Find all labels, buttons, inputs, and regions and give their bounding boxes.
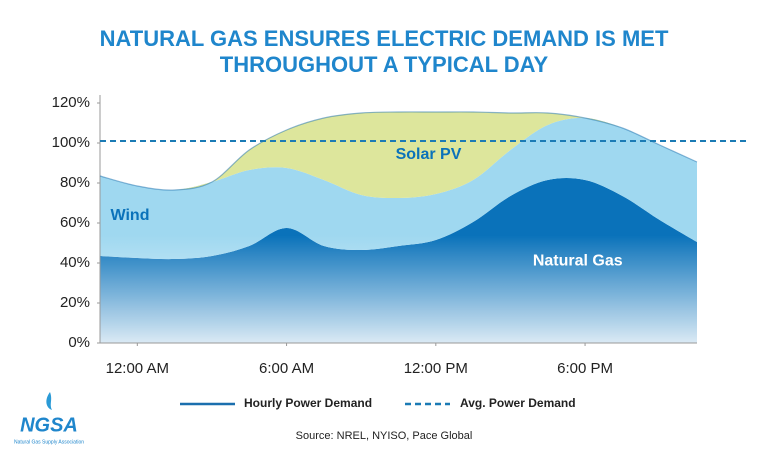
logo-subtitle: Natural Gas Supply Association bbox=[14, 439, 84, 445]
logo-flame bbox=[46, 392, 52, 410]
x-tick-label: 6:00 PM bbox=[557, 360, 613, 377]
fade-overlay bbox=[100, 103, 697, 343]
chart-title: NATURAL GAS ENSURES ELECTRIC DEMAND IS M… bbox=[100, 26, 669, 51]
chart-title: THROUGHOUT A TYPICAL DAY bbox=[220, 52, 549, 77]
y-tick-label: 80% bbox=[60, 174, 90, 191]
demand-line bbox=[99, 111, 698, 191]
x-tick-label: 12:00 PM bbox=[404, 360, 468, 377]
y-tick-label: 40% bbox=[60, 254, 90, 271]
y-tick-label: 60% bbox=[60, 214, 90, 231]
y-tick-label: 0% bbox=[68, 334, 90, 351]
x-tick-label: 6:00 AM bbox=[259, 360, 314, 377]
legend-label: Avg. Power Demand bbox=[460, 396, 576, 410]
source: Source: NREL, NYISO, Pace Global bbox=[296, 430, 473, 442]
logo: NGSA Natural Gas Supply Association bbox=[14, 392, 84, 445]
y-tick-label: 120% bbox=[52, 94, 90, 111]
legend-label: Hourly Power Demand bbox=[244, 396, 372, 410]
x-tick-label: 12:00 AM bbox=[106, 360, 169, 377]
logo-text: NGSA bbox=[20, 414, 78, 436]
y-tick-label: 100% bbox=[52, 134, 90, 151]
y-tick-label: 20% bbox=[60, 294, 90, 311]
